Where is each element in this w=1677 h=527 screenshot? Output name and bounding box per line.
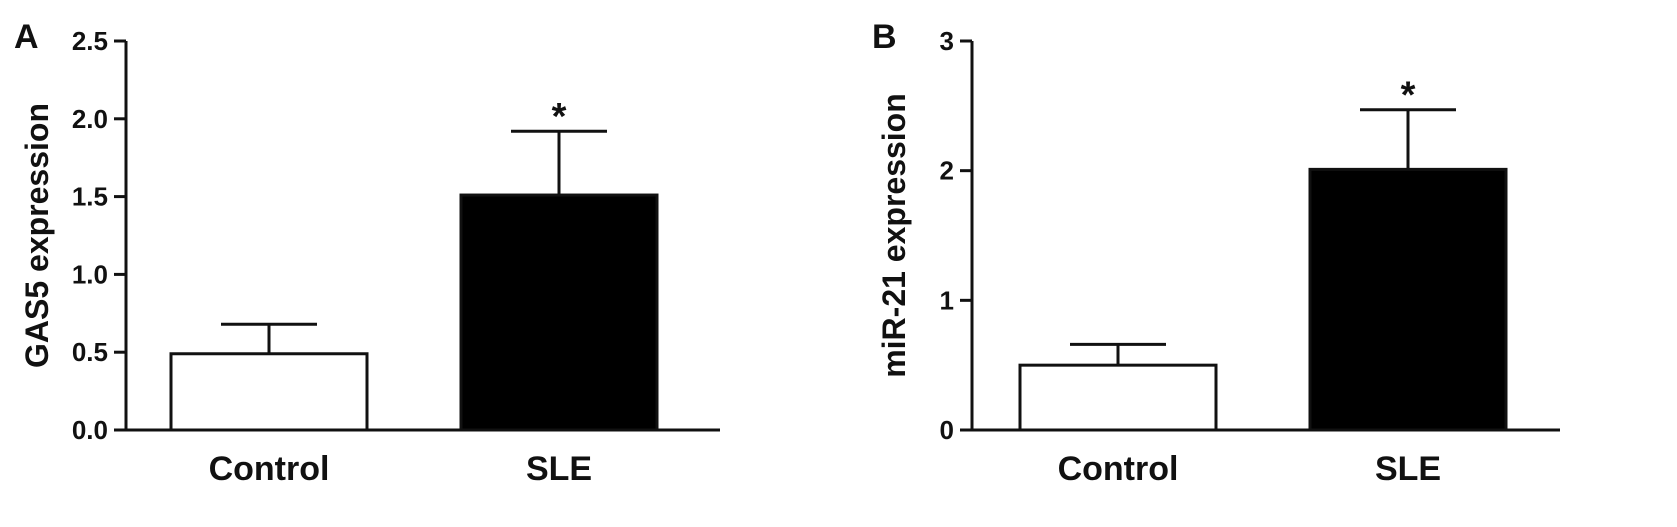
significance-marker: * bbox=[1401, 75, 1416, 117]
panel-label: A bbox=[14, 18, 39, 56]
y-tick-label: 1.5 bbox=[72, 182, 108, 212]
panel-label: B bbox=[872, 18, 897, 56]
y-axis-title: GAS5 expression bbox=[19, 103, 55, 368]
y-tick-label: 0.5 bbox=[72, 337, 108, 367]
y-tick-label: 0.0 bbox=[72, 415, 108, 445]
y-tick-label: 0 bbox=[940, 415, 954, 445]
y-tick-label: 2.5 bbox=[72, 26, 108, 56]
y-tick-label: 1.0 bbox=[72, 259, 108, 289]
bar-control bbox=[169, 352, 369, 432]
bar-control bbox=[1018, 363, 1218, 432]
y-tick-label: 3 bbox=[940, 26, 954, 56]
bar-sle bbox=[459, 193, 659, 432]
x-category-label: Control bbox=[1058, 450, 1179, 488]
y-tick-label: 2.0 bbox=[72, 104, 108, 134]
x-category-label: SLE bbox=[526, 450, 592, 488]
x-category-label: SLE bbox=[1375, 450, 1441, 488]
panel-a: A GAS5 expression 0.0 0.5 1.0 1.5 2.0 2.5 Contro… bbox=[14, 18, 720, 488]
significance-marker: * bbox=[552, 96, 567, 138]
y-tick-label: 2 bbox=[940, 156, 954, 186]
x-category-label: Control bbox=[209, 450, 330, 488]
y-axis-title: miR-21 expression bbox=[876, 93, 912, 378]
bar-sle bbox=[1308, 167, 1508, 432]
y-tick-label: 1 bbox=[940, 285, 954, 315]
